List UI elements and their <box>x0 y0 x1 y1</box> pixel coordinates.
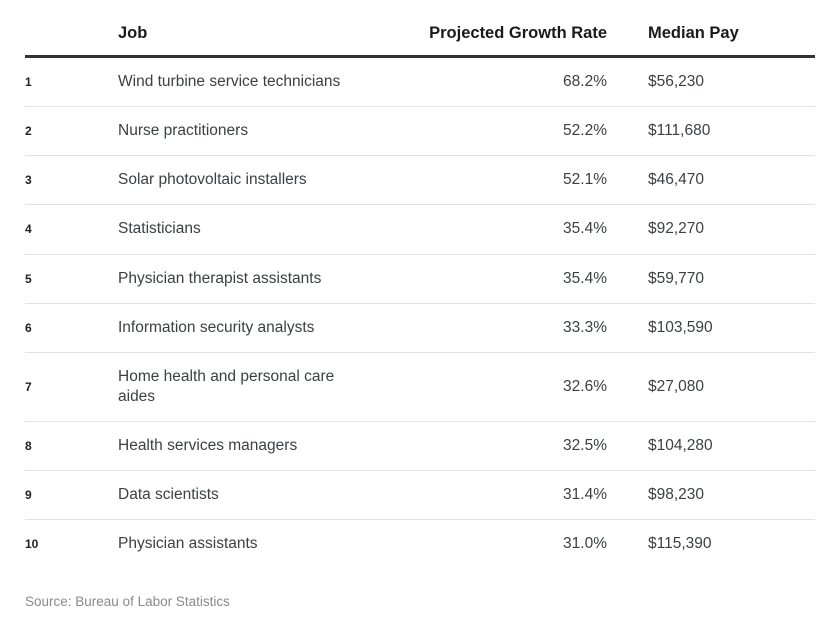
rank-cell: 6 <box>25 320 32 335</box>
table-row: 10 Physician assistants 31.0% $115,390 <box>25 520 815 568</box>
jobs-table: Job Projected Growth Rate Median Pay 1 W… <box>25 12 815 569</box>
rank-cell: 3 <box>25 173 32 188</box>
job-name-cell: Home health and personal care aides <box>118 367 335 405</box>
median-pay-cell: $59,770 <box>648 269 705 287</box>
job-name-cell: Nurse practitioners <box>118 122 249 140</box>
job-name-cell: Physician assistants <box>118 535 258 553</box>
growth-rate-cell: 31.4% <box>563 486 607 504</box>
median-pay-cell: $104,280 <box>648 437 713 455</box>
median-pay-cell: $98,230 <box>648 486 705 504</box>
job-name-cell: Statisticians <box>118 220 201 238</box>
rank-cell: 5 <box>25 271 32 286</box>
rank-cell: 7 <box>25 379 32 394</box>
table-body: 1 Wind turbine service technicians 68.2%… <box>25 58 815 569</box>
rank-cell: 10 <box>25 537 39 552</box>
growth-rate-cell: 52.1% <box>563 171 607 189</box>
rank-cell: 4 <box>25 222 32 237</box>
growth-rate-cell: 33.3% <box>563 318 607 336</box>
table-row: 8 Health services managers 32.5% $104,28… <box>25 422 815 472</box>
column-header-job: Job <box>118 24 148 42</box>
median-pay-cell: $103,590 <box>648 318 713 336</box>
job-name-cell: Data scientists <box>118 486 219 504</box>
source-attribution: Source: Bureau of Labor Statistics <box>25 593 230 609</box>
rank-cell: 8 <box>25 439 32 454</box>
table-row: 1 Wind turbine service technicians 68.2%… <box>25 58 815 108</box>
growth-rate-cell: 32.6% <box>563 377 607 395</box>
table-row: 6 Information security analysts 33.3% $1… <box>25 304 815 353</box>
median-pay-cell: $46,470 <box>648 171 705 189</box>
table-row: 3 Solar photovoltaic installers 52.1% $4… <box>25 156 815 206</box>
column-header-growth-rate: Projected Growth Rate <box>429 24 607 42</box>
job-name-cell: Solar photovoltaic installers <box>118 171 307 189</box>
table-row: 7 Home health and personal care aides 32… <box>25 353 815 423</box>
rank-cell: 1 <box>25 75 32 90</box>
column-header-median-pay: Median Pay <box>648 24 739 42</box>
job-name-cell: Health services managers <box>118 437 298 455</box>
job-name-cell: Physician therapist assistants <box>118 269 322 287</box>
growth-rate-cell: 35.4% <box>563 269 607 287</box>
rank-cell: 9 <box>25 488 32 503</box>
growth-rate-cell: 52.2% <box>563 122 607 140</box>
median-pay-cell: $56,230 <box>648 73 705 91</box>
job-name-cell: Information security analysts <box>118 318 315 336</box>
growth-rate-cell: 32.5% <box>563 437 607 455</box>
growth-rate-cell: 35.4% <box>563 220 607 238</box>
table-header-row: Job Projected Growth Rate Median Pay <box>25 12 815 58</box>
median-pay-cell: $115,390 <box>648 535 712 553</box>
job-name-cell: Wind turbine service technicians <box>118 73 341 90</box>
growth-rate-cell: 31.0% <box>563 535 607 553</box>
growth-rate-cell: 68.2% <box>563 73 607 91</box>
table-row: 9 Data scientists 31.4% $98,230 <box>25 471 815 521</box>
table-row: 4 Statisticians 35.4% $92,270 <box>25 205 815 255</box>
median-pay-cell: $92,270 <box>648 220 705 238</box>
rank-cell: 2 <box>25 124 32 139</box>
median-pay-cell: $27,080 <box>648 377 705 395</box>
median-pay-cell: $111,680 <box>648 122 711 140</box>
table-row: 2 Nurse practitioners 52.2% $111,680 <box>25 107 815 157</box>
table-row: 5 Physician therapist assistants 35.4% $… <box>25 255 815 304</box>
